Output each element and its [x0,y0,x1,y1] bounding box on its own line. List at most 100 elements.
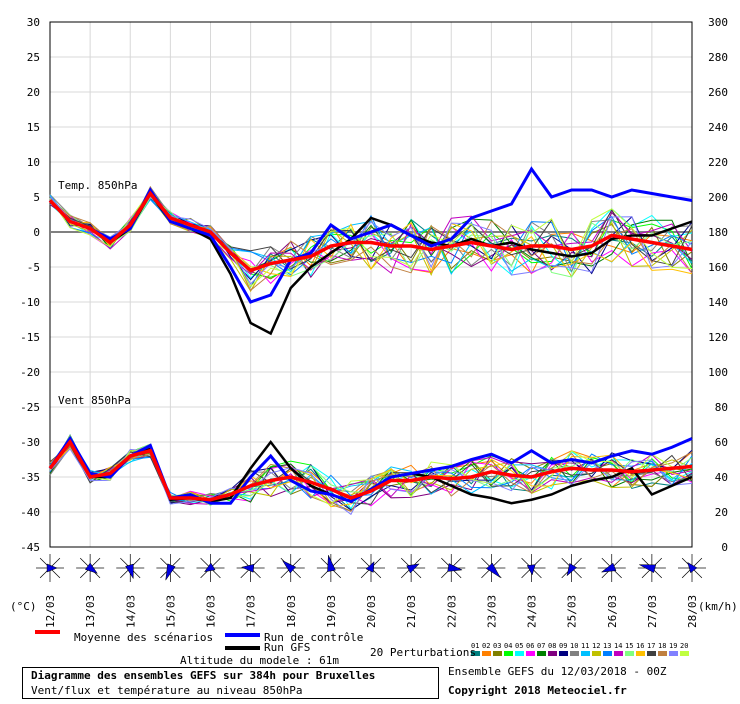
x-tick-label: 24/03 [526,595,539,628]
wind-direction-arrow [236,554,265,582]
legend-mean-label: Moyenne des scénarios [74,631,213,644]
chart-title: Diagramme des ensembles GEFS sur 384h po… [31,669,376,682]
right-tick-label: 300 [708,16,728,29]
pert-number-label: 04 [504,642,512,650]
pert-swatch [471,651,480,656]
right-tick-label: 120 [708,331,728,344]
wind-direction-arrow [597,554,626,582]
pert-number-label: 18 [658,642,666,650]
wind-850-label: Vent 850hPa [58,394,131,407]
right-tick-label: 280 [708,51,728,64]
pert-number-label: 06 [526,642,534,650]
right-tick-label: 260 [708,86,728,99]
pert-swatch [658,651,667,656]
x-tick-label: 20/03 [365,595,378,628]
title-box: Diagramme des ensembles GEFS sur 384h po… [22,667,439,699]
pert-swatch [526,651,535,656]
right-tick-label: 140 [708,296,728,309]
pert-swatch [592,651,601,656]
wind-direction-arrow [276,554,305,582]
right-tick-label: 160 [708,261,728,274]
wind-series-line [48,438,693,502]
x-tick-label: 22/03 [445,595,458,628]
pert-swatch [669,651,678,656]
right-tick-label: 200 [708,191,728,204]
pert-swatch [603,651,612,656]
pert-number-label: 09 [559,642,567,650]
right-tick-label: 80 [715,401,728,414]
chart-subtitle: Vent/flux et température au niveau 850hP… [31,684,303,697]
legend-perturbations-label: 20 Perturbations [370,646,476,659]
wind-direction-arrow [316,554,345,582]
pert-number-label: 07 [537,642,545,650]
pert-swatch [614,651,623,656]
wind-direction-arrow [116,554,145,582]
right-tick-label: 180 [708,226,728,239]
left-tick-label: -40 [20,506,40,519]
pert-swatch [680,651,689,656]
right-tick-label: 240 [708,121,728,134]
left-tick-label: 5 [33,191,40,204]
left-tick-label: 15 [27,121,40,134]
left-axis-unit: (°C) [10,600,37,613]
pert-number-label: 15 [625,642,633,650]
temp-series-line [48,190,693,273]
x-tick-label: 18/03 [285,595,298,628]
pert-number-label: 08 [548,642,556,650]
legend-layer: 01 02 03 04 05 06 07 08 09 10 11 12 13 14 15 16 17 18 19 20 [471,642,689,656]
pert-swatch [504,651,513,656]
pert-number-label: 13 [603,642,611,650]
pert-swatch [559,651,568,656]
pert-swatch [548,651,557,656]
pert-number-label: 03 [493,642,501,650]
left-tick-label: 20 [27,86,40,99]
pert-swatch [647,651,656,656]
wind-direction-arrow [76,554,105,582]
legend-gfs-label: Run GFS [264,641,310,654]
x-tick-label: 14/03 [124,595,137,628]
left-tick-label: 25 [27,51,40,64]
wind-direction-arrow [36,554,64,582]
right-tick-label: 100 [708,366,728,379]
temp-850-label: Temp. 850hPa [58,179,137,192]
x-tick-label: 13/03 [84,595,97,628]
left-tick-label: -20 [20,366,40,379]
pert-number-label: 05 [515,642,523,650]
left-tick-label: -25 [20,401,40,414]
wind-direction-arrow [357,554,385,582]
left-tick-label: -45 [20,541,40,554]
wind-direction-arrow [678,554,706,582]
wind-direction-arrow [156,554,185,582]
right-tick-label: 40 [715,471,728,484]
left-tick-label: -10 [20,296,40,309]
wind-perturbation-line [49,444,693,505]
pert-swatch [537,651,546,656]
left-tick-label: 10 [27,156,40,169]
pert-number-label: 10 [570,642,578,650]
left-tick-label: 30 [27,16,40,29]
series-layer [48,166,693,516]
pert-swatch [581,651,590,656]
pert-number-label: 20 [680,642,688,650]
pert-number-label: 12 [592,642,600,650]
pert-swatch [482,651,491,656]
x-tick-label: 26/03 [606,595,619,628]
left-tick-label: -35 [20,471,40,484]
altitude-label: Altitude du modele : 61m [180,654,339,667]
wind-direction-arrow [437,554,466,582]
x-tick-label: 12/03 [44,595,57,628]
wind-direction-arrow [637,554,666,582]
wind-direction-arrow [557,554,586,582]
wind-direction-arrows [36,554,706,582]
right-tick-label: 220 [708,156,728,169]
right-tick-label: 60 [715,436,728,449]
x-tick-label: 19/03 [325,595,338,628]
wind-direction-arrow [517,554,546,582]
pert-number-label: 11 [581,642,589,650]
left-tick-label: -5 [27,261,40,274]
left-tick-label: -30 [20,436,40,449]
pert-number-label: 19 [669,642,677,650]
wind-direction-arrow [397,554,426,582]
